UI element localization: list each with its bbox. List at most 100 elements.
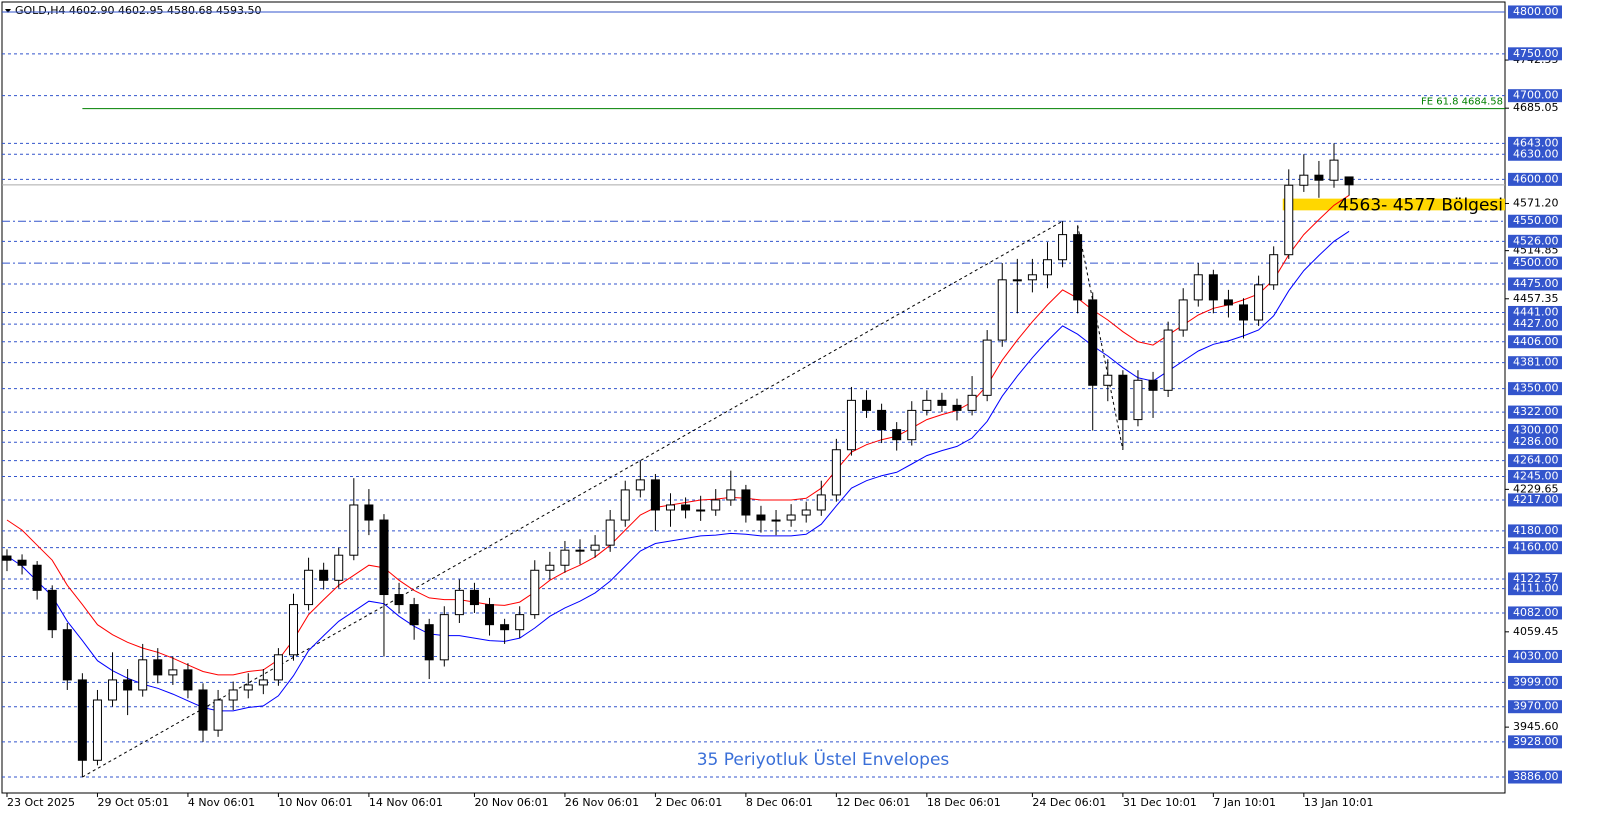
x-tick-label: 12 Dec 06:01 <box>836 796 910 809</box>
y-tick-label: 4457.35 <box>1513 292 1559 305</box>
candle-body <box>967 394 977 411</box>
level-label-box <box>1508 356 1562 370</box>
candle-body <box>1163 329 1173 391</box>
y-tick-label: 3945.60 <box>1513 720 1559 733</box>
candle-body <box>1269 254 1279 286</box>
y-tick-label: 4685.05 <box>1513 101 1559 114</box>
zone <box>1282 198 1505 211</box>
candle-body <box>349 504 359 556</box>
level-label: 4750.00 <box>1513 47 1559 60</box>
candle-body <box>982 339 992 396</box>
level-label: 4630.00 <box>1513 147 1559 160</box>
x-tick-label: 26 Nov 06:01 <box>565 796 639 809</box>
level-label-box <box>1508 423 1562 437</box>
level-label-box <box>1508 277 1562 291</box>
candle-body <box>575 549 585 552</box>
candle-body <box>741 489 751 516</box>
level-label: 4245.00 <box>1513 470 1559 483</box>
header-icon <box>5 9 11 13</box>
level-label-box <box>1508 454 1562 468</box>
level-label-box <box>1508 317 1562 331</box>
level-label-box <box>1508 493 1562 507</box>
candle-body <box>288 604 298 656</box>
candle-body <box>771 519 781 522</box>
candle-body <box>1239 304 1249 321</box>
candle-body <box>1223 299 1233 306</box>
level-label-box <box>1508 147 1562 161</box>
header: GOLD,H4 4602.90 4602.95 4580.68 4593.50 <box>15 4 262 17</box>
zone-label: 4563- 4577 Bölgesi <box>1338 195 1503 215</box>
candle-body <box>1058 234 1068 261</box>
level-label-box <box>1508 405 1562 419</box>
candle-body <box>816 494 826 511</box>
candle-body <box>1254 284 1264 321</box>
level-label-box <box>1508 47 1562 61</box>
candle-body <box>17 559 27 566</box>
candle-body <box>892 429 902 441</box>
candle-body <box>530 569 540 616</box>
level-label: 4800.00 <box>1513 5 1559 18</box>
candle-body <box>1314 174 1324 181</box>
level-label-box <box>1508 675 1562 689</box>
candle-body <box>439 614 449 661</box>
level-label: 4217.00 <box>1513 493 1559 506</box>
level-label: 3886.00 <box>1513 770 1559 783</box>
level-label: 4500.00 <box>1513 256 1559 269</box>
candle-body <box>1103 374 1113 386</box>
candle-body <box>77 679 87 761</box>
fe-label: FE 61.8 4684.58 <box>1421 97 1503 108</box>
candle-body <box>696 509 706 512</box>
candle-body <box>620 489 630 521</box>
x-tick-label: 4 Nov 06:01 <box>188 796 255 809</box>
candle-body <box>1193 274 1203 301</box>
trend-line <box>1077 225 1124 450</box>
level-label: 4122.57 <box>1513 572 1559 585</box>
candle-body <box>228 689 238 701</box>
candle-body <box>1042 259 1052 276</box>
candle-body <box>1329 159 1339 181</box>
level-label: 4300.00 <box>1513 423 1559 436</box>
envelope-line <box>6 194 1350 676</box>
candle-body <box>1299 174 1309 186</box>
candle-body <box>1088 299 1098 386</box>
level-label: 4475.00 <box>1513 277 1559 290</box>
candle-body <box>650 479 660 511</box>
candle-body <box>243 684 253 691</box>
candle-body <box>545 564 555 571</box>
candle-body <box>801 509 811 516</box>
candle-body <box>831 449 841 496</box>
x-tick-label: 20 Nov 06:01 <box>474 796 548 809</box>
candle-body <box>92 699 102 761</box>
candle-body <box>379 519 389 596</box>
level-label: 4160.00 <box>1513 541 1559 554</box>
candle-body <box>756 514 766 521</box>
candle-body <box>515 614 525 631</box>
candle-body <box>635 479 645 491</box>
candle-body <box>1118 374 1128 421</box>
candle-body <box>500 624 510 631</box>
candle-body <box>364 504 374 521</box>
level-label: 4082.00 <box>1513 606 1559 619</box>
level-label: 4381.00 <box>1513 356 1559 369</box>
candle-body <box>1148 379 1158 391</box>
x-tick-label: 23 Oct 2025 <box>7 796 75 809</box>
candle-body <box>304 569 314 606</box>
y-tick-label: 4229.65 <box>1513 482 1559 495</box>
candle-body <box>258 679 268 686</box>
candle-body <box>665 504 675 511</box>
candle-body <box>786 514 796 521</box>
level-label: 4111.00 <box>1513 582 1559 595</box>
x-tick-label: 8 Dec 06:01 <box>746 796 813 809</box>
level-label-box <box>1508 582 1562 596</box>
x-tick-label: 31 Dec 10:01 <box>1123 796 1197 809</box>
level-label-box <box>1508 700 1562 714</box>
trend-line <box>82 220 1063 778</box>
level-label: 4427.00 <box>1513 317 1559 330</box>
candle-body <box>1344 176 1354 186</box>
level-label: 4030.00 <box>1513 649 1559 662</box>
candle-body <box>319 569 329 581</box>
level-label: 3928.00 <box>1513 735 1559 748</box>
candle-body <box>62 629 72 681</box>
